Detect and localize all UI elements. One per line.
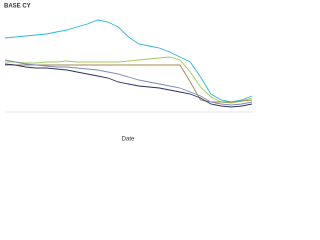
- series-line: [4, 19, 253, 103]
- x-axis-label: Date: [122, 137, 135, 143]
- series-line: [5, 56, 253, 104]
- series-line: [4, 63, 253, 108]
- series-line: [4, 59, 253, 106]
- chart-title: BASE CY: [4, 4, 31, 10]
- chart: BASE CY Date: [4, 4, 253, 143]
